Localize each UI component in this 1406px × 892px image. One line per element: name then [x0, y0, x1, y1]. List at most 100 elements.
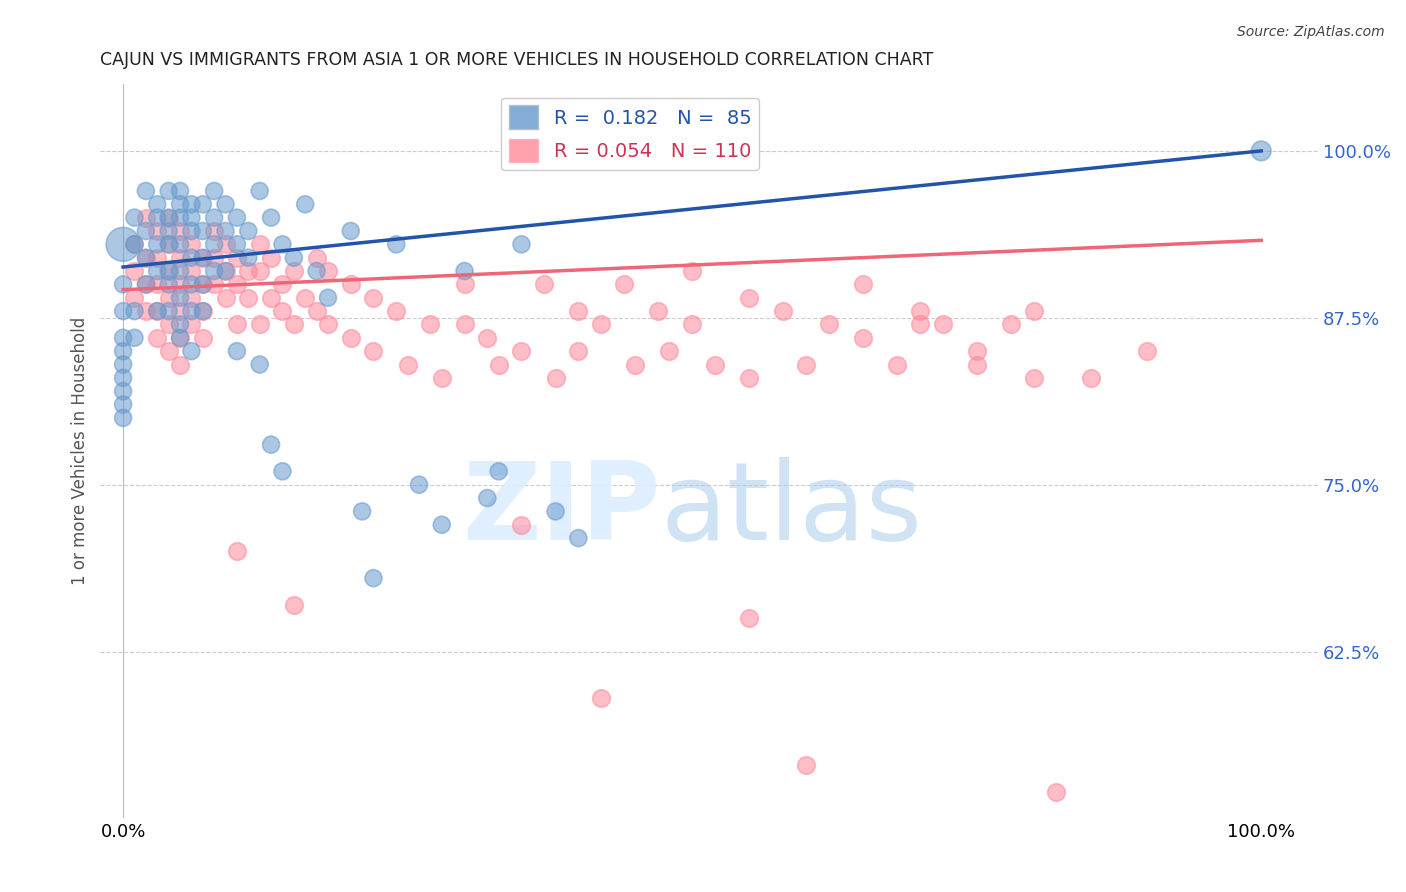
- Point: [135, 184, 157, 198]
- Point: [191, 304, 214, 318]
- Point: [214, 264, 236, 278]
- Point: [180, 251, 202, 265]
- Point: [1136, 344, 1159, 359]
- Point: [533, 277, 555, 292]
- Point: [202, 184, 225, 198]
- Point: [169, 304, 191, 318]
- Point: [135, 277, 157, 292]
- Point: [249, 264, 271, 278]
- Point: [112, 344, 135, 359]
- Point: [214, 291, 236, 305]
- Point: [703, 358, 725, 372]
- Point: [396, 358, 419, 372]
- Point: [112, 304, 135, 318]
- Point: [305, 304, 328, 318]
- Text: ZIP: ZIP: [463, 457, 661, 563]
- Point: [157, 304, 180, 318]
- Point: [852, 331, 875, 345]
- Point: [738, 291, 761, 305]
- Point: [191, 277, 214, 292]
- Point: [477, 331, 499, 345]
- Point: [260, 251, 283, 265]
- Point: [1000, 318, 1022, 332]
- Point: [180, 237, 202, 252]
- Point: [772, 304, 794, 318]
- Point: [146, 211, 169, 225]
- Point: [1022, 304, 1045, 318]
- Point: [271, 464, 294, 478]
- Point: [567, 304, 589, 318]
- Point: [112, 371, 135, 385]
- Point: [510, 517, 533, 532]
- Point: [112, 358, 135, 372]
- Point: [202, 277, 225, 292]
- Point: [316, 318, 339, 332]
- Point: [226, 251, 249, 265]
- Point: [146, 331, 169, 345]
- Point: [305, 251, 328, 265]
- Point: [305, 264, 328, 278]
- Point: [738, 611, 761, 625]
- Point: [146, 237, 169, 252]
- Point: [363, 291, 385, 305]
- Point: [157, 318, 180, 332]
- Point: [146, 224, 169, 238]
- Point: [157, 344, 180, 359]
- Point: [124, 237, 146, 252]
- Point: [852, 277, 875, 292]
- Point: [817, 318, 839, 332]
- Point: [352, 504, 374, 518]
- Point: [124, 264, 146, 278]
- Point: [430, 517, 453, 532]
- Point: [202, 211, 225, 225]
- Point: [214, 224, 236, 238]
- Point: [226, 211, 249, 225]
- Point: [681, 264, 703, 278]
- Point: [202, 264, 225, 278]
- Point: [931, 318, 953, 332]
- Point: [681, 318, 703, 332]
- Point: [385, 304, 408, 318]
- Point: [157, 277, 180, 292]
- Point: [169, 331, 191, 345]
- Point: [169, 197, 191, 211]
- Point: [112, 398, 135, 412]
- Point: [191, 331, 214, 345]
- Point: [180, 344, 202, 359]
- Point: [157, 184, 180, 198]
- Point: [214, 197, 236, 211]
- Point: [567, 344, 589, 359]
- Point: [112, 331, 135, 345]
- Point: [624, 358, 647, 372]
- Point: [191, 224, 214, 238]
- Point: [157, 224, 180, 238]
- Point: [271, 304, 294, 318]
- Point: [112, 384, 135, 399]
- Point: [966, 358, 988, 372]
- Point: [283, 264, 305, 278]
- Point: [908, 304, 931, 318]
- Point: [510, 344, 533, 359]
- Point: [408, 477, 430, 491]
- Point: [135, 224, 157, 238]
- Point: [260, 291, 283, 305]
- Point: [249, 358, 271, 372]
- Point: [124, 304, 146, 318]
- Point: [202, 224, 225, 238]
- Point: [135, 251, 157, 265]
- Point: [316, 291, 339, 305]
- Text: Source: ZipAtlas.com: Source: ZipAtlas.com: [1237, 25, 1385, 39]
- Point: [544, 371, 567, 385]
- Point: [202, 237, 225, 252]
- Point: [180, 318, 202, 332]
- Point: [544, 504, 567, 518]
- Point: [146, 304, 169, 318]
- Point: [124, 331, 146, 345]
- Point: [226, 277, 249, 292]
- Point: [169, 331, 191, 345]
- Point: [191, 277, 214, 292]
- Point: [169, 184, 191, 198]
- Point: [112, 411, 135, 425]
- Point: [238, 264, 260, 278]
- Point: [658, 344, 681, 359]
